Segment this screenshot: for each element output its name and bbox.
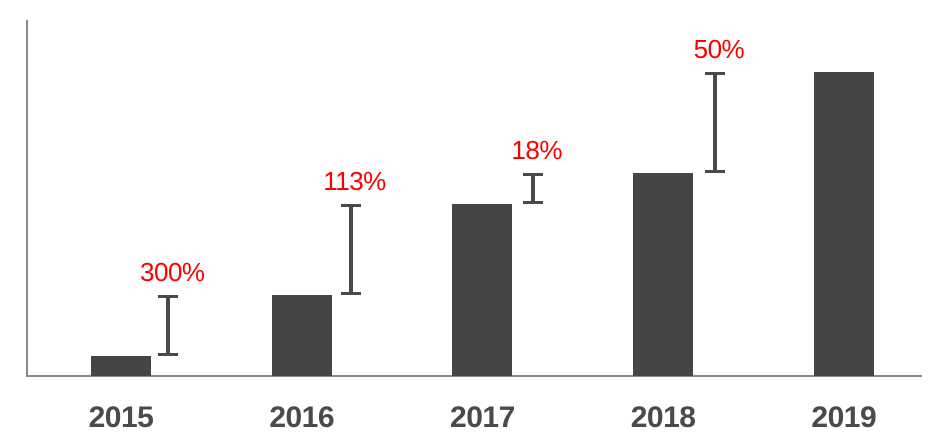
marker-cap-bottom [158,352,179,356]
growth-label-2018-2019: 50% [693,34,745,64]
bar-2018 [633,173,694,376]
bar-2016 [271,295,332,376]
marker-cap-bottom [340,292,361,296]
marker-stem [712,72,717,174]
bar-2015 [91,355,151,376]
bar-2017 [452,204,513,376]
marker-stem [166,295,171,356]
growth-range-marker-2018-2019 [704,72,725,174]
marker-stem [530,173,535,205]
marker-stem [348,204,353,296]
growth-range-marker-2017-2018 [522,173,543,205]
x-tick-label-2016: 2016 [269,401,335,434]
x-tick-label-2018: 2018 [630,401,696,434]
growth-range-marker-2015-2016 [158,295,179,356]
growth-label-2015-2016: 300% [140,257,205,288]
growth-range-marker-2016-2017 [340,204,361,296]
marker-cap-bottom [704,170,725,174]
x-tick-label-2019: 2019 [811,401,877,434]
x-tick-label-2015: 2015 [88,401,154,434]
y-axis-line [26,20,28,376]
bar-2019 [813,72,874,376]
x-axis-line [26,375,922,377]
x-tick-label-2017: 2017 [450,401,515,434]
growth-label-2016-2017: 113% [323,166,386,197]
growth-label-2017-2018: 18% [511,135,562,166]
marker-cap-bottom [522,201,543,205]
